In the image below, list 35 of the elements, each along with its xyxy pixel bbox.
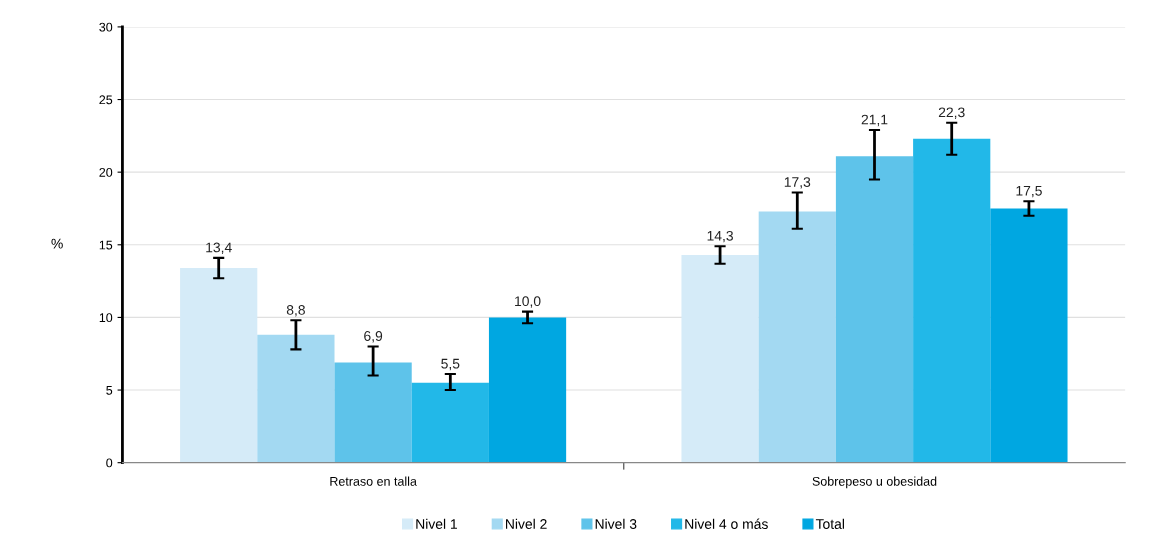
data-label: 5,5 [441, 358, 460, 371]
data-label: 14,3 [707, 230, 733, 243]
data-label: 17,3 [784, 177, 811, 189]
y-axis-title: % [51, 238, 63, 249]
x-tick-label: Retraso en talla [330, 476, 417, 486]
bar [758, 211, 836, 463]
x-tick-label: Sobrepeso u obesidad [812, 476, 937, 489]
data-label: 8,8 [286, 304, 305, 317]
legend-label: Nivel 1 [416, 518, 457, 529]
data-label: 10,0 [515, 296, 541, 308]
bar [681, 254, 759, 463]
y-tick-label: 30 [99, 22, 113, 32]
y-tick-label: 0 [106, 458, 113, 468]
bar [488, 317, 567, 463]
y-tick-label: 5 [106, 385, 113, 395]
data-label: 17,5 [1016, 186, 1042, 198]
data-label: 6,9 [364, 331, 383, 343]
legend-label: Nivel 3 [595, 518, 637, 529]
bar [180, 268, 258, 463]
legend-label: Total [815, 518, 844, 529]
y-tick-label: 10 [99, 313, 113, 323]
y-tick-label: 25 [99, 95, 113, 105]
y-tick-label: 20 [99, 167, 113, 177]
bar [990, 208, 1068, 463]
bar [835, 156, 914, 463]
bar [257, 334, 335, 463]
bar [913, 138, 991, 463]
data-label: 13,4 [206, 242, 232, 254]
data-label: 21,1 [861, 114, 888, 127]
bar [334, 362, 412, 463]
data-label: 22,3 [938, 107, 965, 119]
bar [411, 382, 489, 463]
y-tick-label: 15 [99, 240, 113, 250]
legend-label: Nivel 2 [506, 518, 547, 529]
legend-label: Nivel 4 o más [685, 518, 768, 529]
